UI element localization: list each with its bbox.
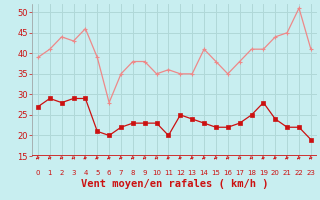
- X-axis label: Vent moyen/en rafales ( km/h ): Vent moyen/en rafales ( km/h ): [81, 179, 268, 189]
